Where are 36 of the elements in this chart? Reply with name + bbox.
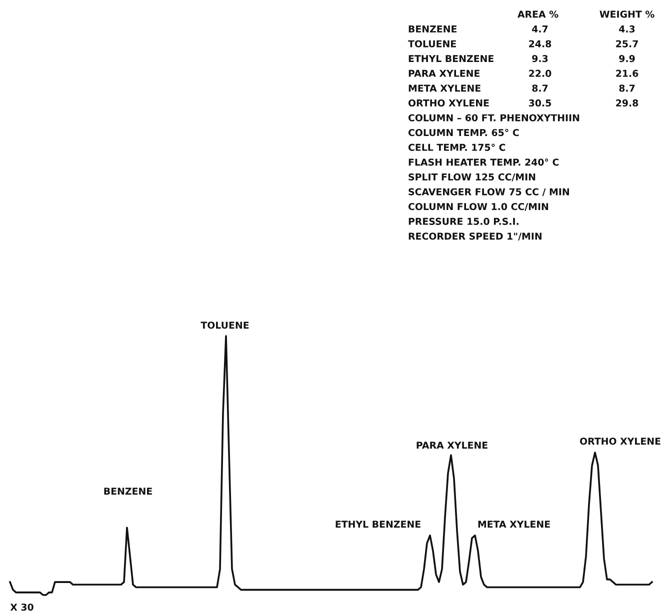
text: META XYLENE xyxy=(408,84,480,92)
annotation: ORTHO XYLENE xyxy=(580,438,660,445)
text: 8.7 xyxy=(619,84,635,92)
text: 4.7 xyxy=(532,26,548,32)
annotation: PARA XYLENE xyxy=(416,442,488,449)
text: AREA % xyxy=(518,10,558,18)
text: X 30 xyxy=(10,604,34,611)
text: 22.0 xyxy=(529,70,552,77)
text: RECORDER SPEED 1"/MIN xyxy=(408,232,542,240)
text: 9.9 xyxy=(619,55,635,62)
text: CELL TEMP. 175° C xyxy=(408,144,506,151)
text: 29.8 xyxy=(616,99,638,107)
text: SCAVENGER FLOW 75 CC / MIN xyxy=(408,188,569,196)
text: TOLUENE xyxy=(408,40,456,48)
text: 4.3 xyxy=(619,25,635,33)
text: BENZENE xyxy=(408,26,457,32)
text: 30.5 xyxy=(528,99,551,107)
text: 24.8 xyxy=(529,40,552,48)
text: PARA XYLENE xyxy=(408,70,480,77)
annotation: BENZENE xyxy=(104,488,152,495)
text: 21.6 xyxy=(616,70,638,77)
text: TOLUENE xyxy=(200,322,249,329)
text: 8.7 xyxy=(532,84,548,92)
text: WEIGHT % xyxy=(600,10,654,18)
text: FLASH HEATER TEMP. 240° C xyxy=(408,158,559,166)
text: ORTHO XYLENE xyxy=(408,99,489,107)
text: COLUMN TEMP. 65° C xyxy=(408,128,519,136)
annotation: ETHYL BENZENE xyxy=(336,520,420,528)
text: COLUMN – 60 FT. PHENOXYTHIIN xyxy=(408,114,580,122)
text: SPLIT FLOW 125 CC/MIN xyxy=(408,173,536,182)
annotation: META XYLENE xyxy=(478,520,550,528)
text: ETHYL BENZENE xyxy=(408,55,494,62)
text: PRESSURE 15.0 P.S.I. xyxy=(408,218,518,225)
text: 9.3 xyxy=(532,54,548,62)
text: COLUMN FLOW 1.0 CC/MIN xyxy=(408,202,548,211)
text: 25.7 xyxy=(616,40,638,48)
